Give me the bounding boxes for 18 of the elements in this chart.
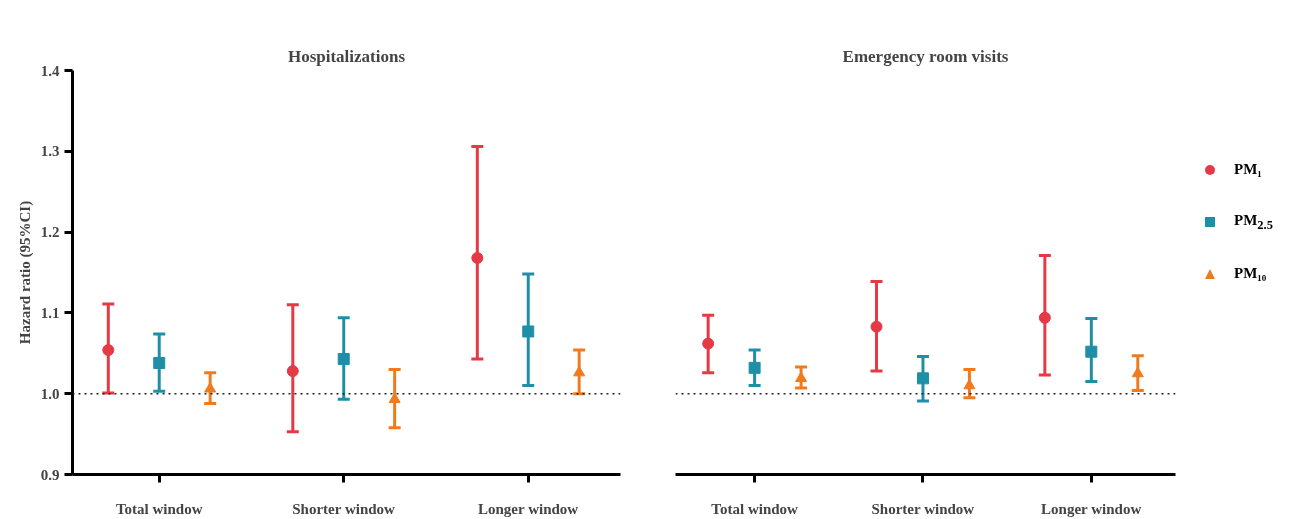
legend-label: PM₁₀ xyxy=(1234,264,1267,284)
y-tick-label: 0.9 xyxy=(40,466,60,483)
y-tick-label: 1.4 xyxy=(40,62,60,79)
x-tick-label: Shorter window xyxy=(871,500,975,517)
y-tick-label: 1.2 xyxy=(40,224,60,241)
x-tick-label: Longer window xyxy=(1041,500,1142,517)
x-tick-label: Longer window xyxy=(478,500,579,517)
x-tick-label: Shorter window xyxy=(292,500,396,517)
chart-title: Emergency room visits xyxy=(842,46,1009,66)
chart-title: Hospitalizations xyxy=(287,46,406,66)
legend-label: PM₁ xyxy=(1234,160,1262,180)
y-axis-title: Hazard ratio (95%CI) xyxy=(16,200,34,345)
y-tick-label: 1.1 xyxy=(40,304,60,321)
x-tick-label: Total window xyxy=(115,500,203,517)
y-tick-label: 1.3 xyxy=(40,143,60,160)
y-tick-label: 1.0 xyxy=(40,385,60,402)
x-tick-label: Total window xyxy=(711,500,799,517)
legend-label: PM$_{2.5}$ xyxy=(1234,210,1273,234)
